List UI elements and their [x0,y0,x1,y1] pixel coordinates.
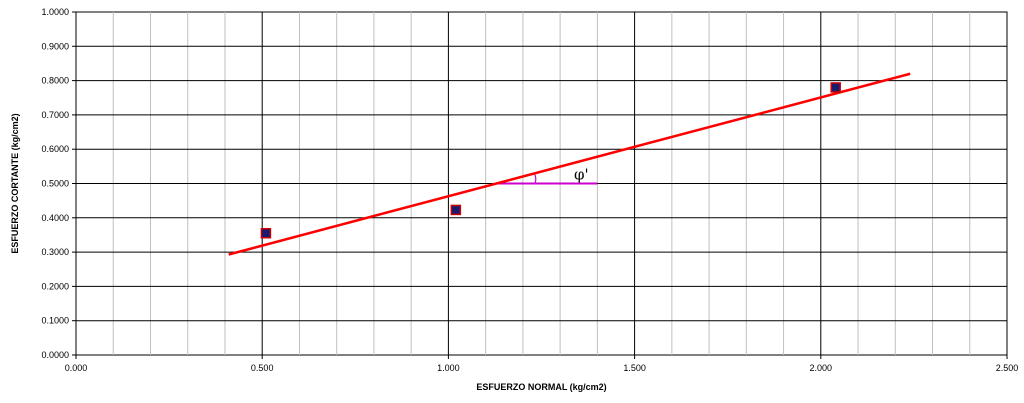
y-tick-label: 0.4000 [41,213,69,223]
data-point [450,204,462,216]
major-gridlines [76,12,1007,355]
failure-envelope [228,72,911,256]
y-tick-label: 0.3000 [41,247,69,257]
x-tick-label: 2.500 [996,363,1019,373]
y-tick-label: 0.2000 [41,281,69,291]
y-axis-title: ESFUERZO CORTANTE (kg/cm2) [10,113,20,253]
x-tick-label: 0.500 [251,363,274,373]
data-point [830,82,841,93]
y-tick-label: 0.1000 [41,316,69,326]
y-tick-label: 0.6000 [41,144,69,154]
y-tick-label: 0.5000 [41,179,69,189]
y-axis-tick-labels: 0.0000 0.1000 0.2000 0.3000 0.4000 0.5000 0.60… [41,7,76,360]
friction-angle-annotation: φ' [496,166,598,185]
data-point [260,227,272,239]
data-points [260,82,841,239]
angle-label: φ' [574,166,589,184]
x-tick-label: 0.000 [65,363,88,373]
envelope-line [228,72,911,256]
x-tick-label: 1.500 [623,363,646,373]
x-axis-title: ESFUERZO NORMAL (kg/cm2) [476,382,606,392]
x-axis-tick-labels: 0.000 0.500 1.000 1.500 2.000 2.500 [65,355,1019,373]
x-tick-label: 1.000 [437,363,460,373]
x-tick-label: 2.000 [810,363,833,373]
y-tick-label: 0.0000 [41,350,69,360]
y-tick-label: 1.0000 [41,7,69,17]
y-tick-label: 0.9000 [41,41,69,51]
angle-arc [534,174,537,184]
y-tick-label: 0.7000 [41,110,69,120]
y-tick-label: 0.8000 [41,76,69,86]
